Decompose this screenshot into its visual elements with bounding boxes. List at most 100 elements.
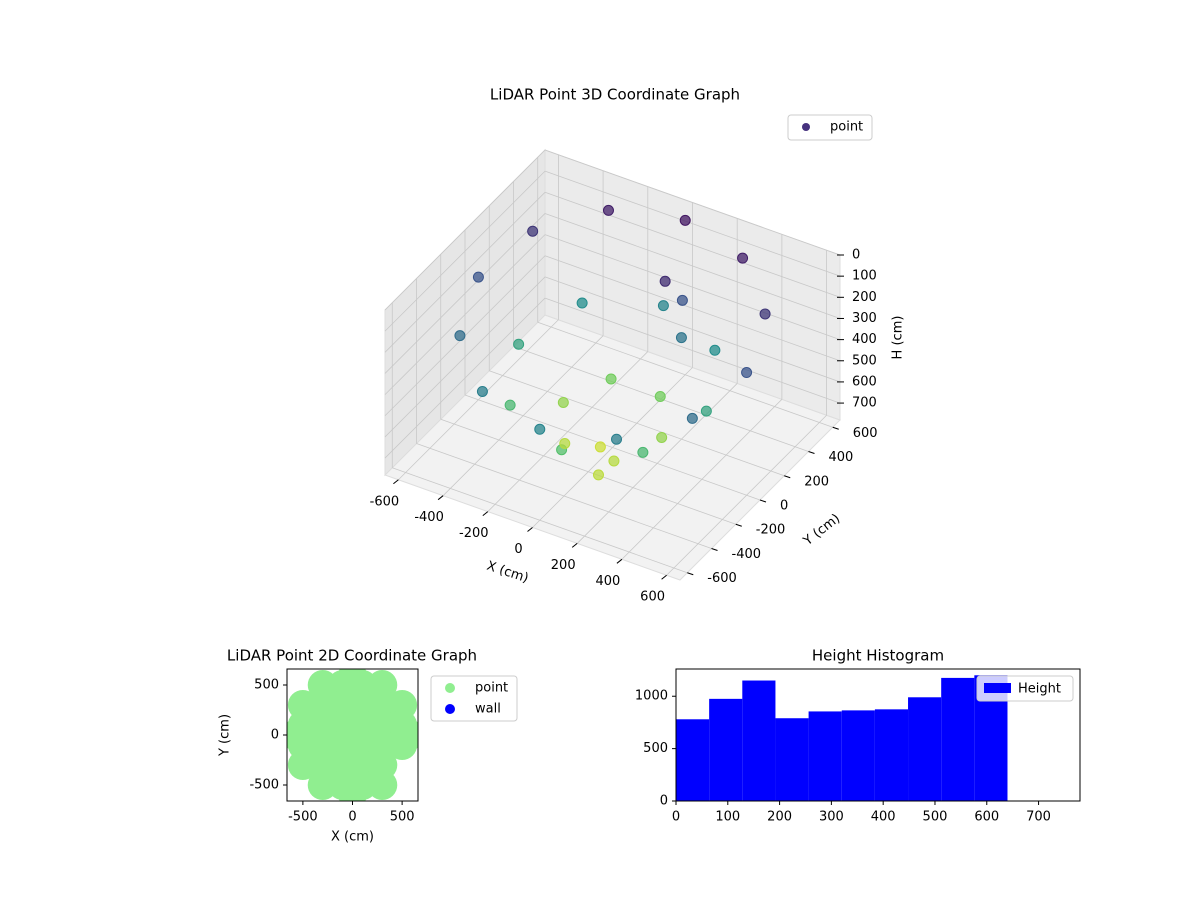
x-tick-label: 600 [974,810,999,825]
data-point [741,367,753,379]
data-point [659,275,671,287]
y-tick-label: -600 [707,571,737,586]
bar [742,680,776,801]
z-tick-label: 200 [852,290,877,305]
y-tick-label: 400 [828,450,853,465]
bar [709,698,743,801]
bar [941,677,975,801]
data-point [337,669,368,692]
y-tick-label: -400 [732,547,762,562]
legend-box [787,114,873,141]
y-axis-label: Y (cm) [218,714,233,757]
grid-line [544,170,841,277]
x-tick-label: 600 [640,590,665,605]
data-point [534,423,546,435]
data-point [686,412,698,424]
grid-line [544,191,841,298]
x-tick-label: -600 [370,494,400,509]
grid-line [384,297,546,459]
data-point [557,397,569,408]
x-tick-label: 0 [672,810,680,825]
x-tick [482,511,489,516]
x-tick-label: 400 [595,574,620,589]
grid-line [544,297,841,404]
data-point [602,204,614,216]
data-point [759,308,771,320]
x-axis-label: X (cm) [485,559,531,587]
x-tick-label: 200 [767,810,792,825]
axes-frame [675,668,1081,802]
grid-line [544,213,841,319]
data-point [592,469,604,481]
z-tick-label: 100 [852,269,877,284]
x-tick-label: 300 [819,810,844,825]
y-tick-label: 1000 [635,689,668,704]
data-point [504,399,516,411]
data-point [611,433,623,445]
y-tick-label: 500 [254,678,279,693]
data-point [527,225,539,237]
x-tick-label: 700 [1026,810,1051,825]
grid-line [384,170,546,332]
legend-label: point [830,120,863,135]
grid-line [544,255,841,362]
bar [676,719,710,801]
z-tick-label: 0 [852,248,860,263]
data-point [676,294,688,306]
x-tick-label: -500 [288,810,318,825]
bar [908,697,942,801]
x-tick-label: 200 [551,558,576,573]
x-axis-label: X (cm) [331,830,374,845]
plot-area [287,669,418,801]
x-tick [437,495,444,501]
data-point [337,778,368,801]
bar [808,711,842,801]
z-tick-label: 300 [852,311,877,326]
x-tick-label: 500 [390,810,415,825]
x-tick-label: 0 [514,542,522,557]
data-point [513,338,525,350]
z-tick-label: 600 [852,374,877,389]
data-point [737,252,749,264]
grid-line [384,149,546,311]
bar [775,718,809,801]
grid-line [392,467,688,574]
legend-box [430,675,518,722]
data-point [656,432,668,443]
x-tick-label: 0 [348,810,356,825]
data-point [395,720,418,750]
legend-box [976,675,1074,702]
grid-line [544,276,841,383]
grid-line [416,443,712,549]
legend-marker [445,683,455,693]
y-tick [784,475,791,479]
y-tick [711,548,718,551]
data-point [472,271,484,283]
legend-label: Height [1018,682,1061,697]
grid-line [384,192,546,353]
legend-marker [984,683,1011,693]
grid-line [440,418,736,525]
x-tick-label: 100 [715,810,740,825]
bar [874,709,909,801]
x-tick-label: 500 [923,810,948,825]
grid-line [384,276,546,438]
y-tick [735,523,742,527]
grid-line [384,213,546,374]
y-tick-label: -500 [249,778,279,793]
y-tick-label: 0 [271,728,279,743]
data-point [709,344,721,356]
z-tick-label: 700 [852,396,877,411]
data-point [637,446,649,458]
x-tick-label: -400 [414,510,444,525]
data-point [605,373,617,385]
legend-label: wall [475,702,501,717]
z-tick-label: 400 [852,332,877,347]
x-tick-label: 400 [871,810,896,825]
y-tick-label: 0 [780,499,788,514]
chart-title: LiDAR Point 3D Coordinate Graph [490,86,740,104]
grid-line [489,370,785,477]
y-tick-label: 600 [853,426,878,441]
